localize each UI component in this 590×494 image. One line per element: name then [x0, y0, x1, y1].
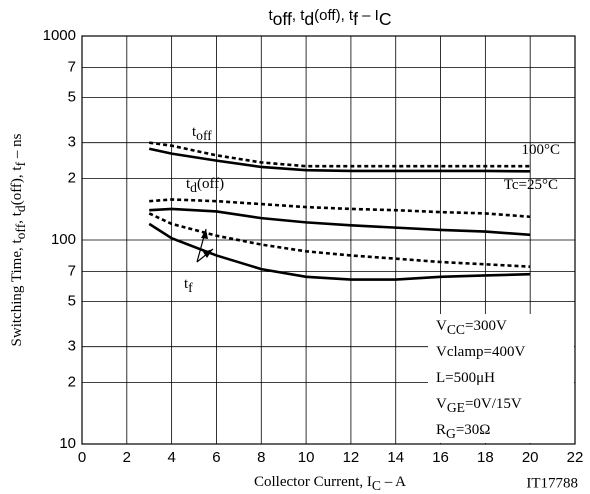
figure-id: IT17788: [526, 475, 578, 491]
chart-title-part: – I: [358, 7, 379, 24]
arrow-head: [203, 249, 213, 258]
chart-title-part: t: [268, 7, 273, 24]
condition-part: R: [436, 422, 446, 438]
y-axis-title-part: Switching Time, t: [9, 239, 25, 347]
annotation: td(off): [186, 176, 224, 194]
x-axis-title-part: Collector Current, I: [254, 474, 372, 490]
annotation-part: 100°C: [521, 142, 560, 158]
condition: Vclamp=400V: [436, 344, 525, 360]
chart-title-part: , t: [292, 7, 305, 24]
annotation-part: t: [192, 124, 197, 140]
annotation: Tc=25°C: [504, 177, 558, 193]
annotation-part: t: [186, 176, 191, 192]
annotation: 100°C: [521, 142, 560, 158]
x-tick-label: 4: [167, 449, 175, 466]
condition-part: GE: [447, 400, 465, 415]
condition-part: L=500μH: [436, 370, 495, 386]
annotation-part: f: [188, 280, 193, 295]
x-tick-label: 8: [257, 449, 265, 466]
annotation-part: t: [184, 276, 189, 292]
x-tick-label: 10: [298, 449, 315, 466]
chart-title-part: off: [273, 9, 292, 29]
annotation: tf: [184, 276, 193, 294]
y-tick-label: 7: [68, 263, 76, 280]
y-tick-label: 7: [68, 59, 76, 76]
y-tick-label: 2: [68, 170, 76, 187]
condition-part: CC: [447, 322, 465, 337]
condition-part: Vclamp=400V: [436, 344, 525, 360]
annotation-part: (off): [197, 176, 224, 192]
conditions-box: [428, 314, 574, 443]
condition-part: =30Ω: [456, 422, 491, 438]
y-tick-label: 5: [68, 292, 76, 309]
chart-title-part: f: [353, 9, 358, 29]
condition-part: V: [436, 396, 447, 412]
y-tick-label: 3: [68, 338, 76, 355]
plot-lines: [148, 141, 574, 443]
plot-frame: [81, 35, 576, 445]
series-line: [149, 141, 531, 168]
x-tick-label: 16: [432, 449, 449, 466]
x-tick-label: 12: [343, 449, 360, 466]
series-line: [148, 147, 531, 173]
y-tick-label: 5: [68, 88, 76, 105]
arrow-head: [201, 229, 208, 239]
labels: 0 2 4 6 8 10 12 14 16 18 20 2210235710023571000toff…: [9, 7, 583, 493]
y-tick-label: 1000: [43, 27, 76, 44]
x-tick-label: 18: [477, 449, 494, 466]
y-tick-label: 2: [68, 374, 76, 391]
x-axis-title: Collector Current, IC – A: [254, 474, 406, 492]
annotation-part: off: [196, 128, 212, 143]
y-axis-title-part: off: [13, 223, 28, 239]
x-axis-title-part: – A: [381, 474, 406, 490]
y-axis-title-part: (off), t: [9, 166, 25, 206]
y-tick-label: 100: [51, 231, 76, 248]
chart-title-part: (off), t: [314, 7, 354, 24]
y-axis-title-part: f: [13, 161, 28, 166]
condition: RG=30Ω: [436, 422, 490, 440]
condition: VCC=300V: [436, 318, 507, 336]
annotation: toff: [192, 124, 212, 142]
series-line: [149, 198, 531, 219]
annotation-part: d: [190, 180, 197, 195]
series-line: [148, 222, 531, 281]
x-tick-label: 14: [387, 449, 404, 466]
chart-title: toff, td(off), tf – IC: [268, 7, 391, 29]
annotation-part: Tc=25°C: [504, 177, 558, 193]
y-axis-title: Switching Time, toff, td(off), tf – ns: [9, 133, 27, 346]
condition-part: =0V/15V: [465, 396, 522, 412]
condition-part: =300V: [465, 318, 507, 334]
series-line: [149, 207, 531, 237]
y-tick-label: 3: [68, 134, 76, 151]
condition-part: G: [446, 426, 456, 441]
chart-title-part: C: [379, 9, 392, 29]
x-axis-title-part: C: [372, 478, 381, 493]
y-axis-title-part: d: [13, 205, 28, 212]
series-line: [148, 212, 531, 268]
chart-title-part: d: [304, 9, 314, 29]
y-axis-title-part: – ns: [9, 133, 25, 162]
condition: L=500μH: [436, 370, 495, 386]
x-tick-label: 6: [212, 449, 220, 466]
y-tick-label: 10: [59, 435, 76, 452]
x-tick-label: 0: [78, 449, 86, 466]
condition: VGE=0V/15V: [436, 396, 522, 414]
x-tick-label: 2: [123, 449, 131, 466]
x-tick-label: 22: [567, 449, 584, 466]
x-tick-label: 20: [522, 449, 539, 466]
y-axis-title-part: , t: [9, 211, 25, 224]
condition-part: V: [436, 318, 447, 334]
